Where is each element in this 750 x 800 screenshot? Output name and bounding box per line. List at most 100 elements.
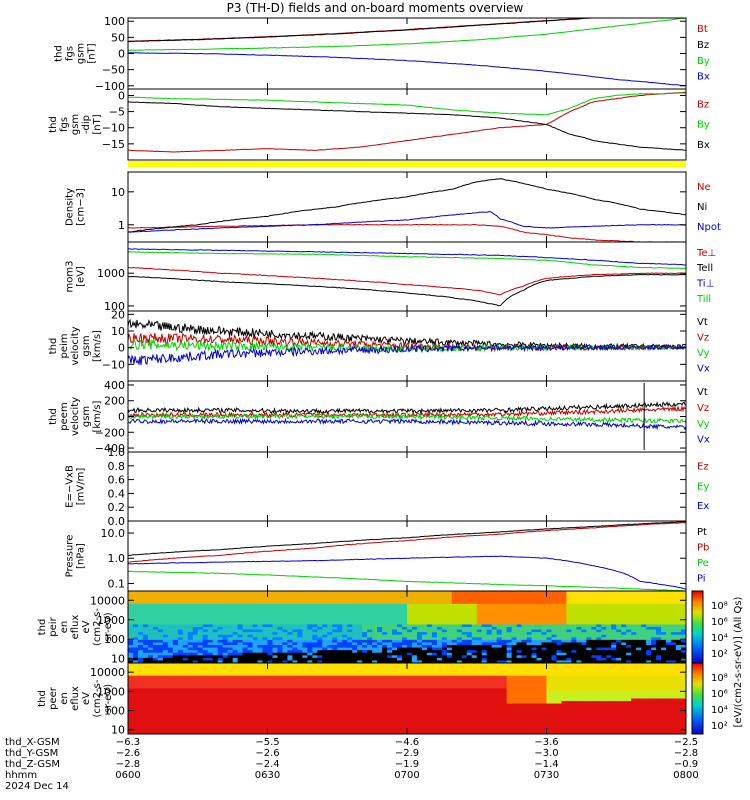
y-tick-label: −200	[95, 426, 125, 439]
legend-ey: Ey	[697, 481, 709, 492]
legend-pe: Pe	[697, 558, 709, 569]
series-pe-line	[128, 570, 686, 591]
y-tick-label: 400	[104, 379, 125, 392]
colorbar-tick-label: 10²	[711, 649, 728, 660]
y-tick-label: 1000	[97, 614, 125, 627]
series-npot-line	[128, 211, 686, 233]
y-tick-label: 0.1	[108, 577, 126, 590]
legend-ex: Ex	[697, 501, 709, 512]
y-tick-label: −5	[109, 106, 125, 119]
footer-value: −0.9	[674, 759, 698, 770]
y-axis-label: peim	[59, 333, 70, 358]
colorbar-tick-label: 10⁴	[711, 705, 728, 716]
legend-by: By	[697, 120, 710, 131]
y-tick-label: 1000	[97, 685, 125, 698]
legend-vt: Vt	[697, 317, 708, 328]
colorbar: 10⁸ 10⁶ 10⁴ 10² 10⁸ 10⁶ 10⁴ 10² [eV/(cm2-s-sr-eV…	[691, 590, 744, 735]
panel-8: 10.0 1.0 0.1 Pressure [nPa] Pt Pb Pe Pi	[65, 520, 709, 592]
colorbar-tick-label: 10⁸	[711, 673, 728, 684]
panel-10: 10000 1000 100 10 thd peer en eflux eV (cm2-s-sr-…	[37, 662, 687, 737]
footer-value: −2.6	[116, 748, 140, 759]
legend-bz: Bz	[697, 40, 709, 51]
y-tick-label: −50	[102, 64, 125, 77]
y-tick-label: 0.4	[108, 487, 126, 500]
series-vy-line	[128, 412, 686, 424]
y-tick-label: 0	[118, 342, 125, 355]
y-axis-label: velocity	[70, 326, 81, 365]
colorbar-tick-label: 10²	[711, 721, 728, 732]
y-axis-label: [nT]	[87, 43, 98, 63]
legend-pi: Pi	[697, 574, 706, 585]
footer-value: 0730	[534, 770, 559, 781]
y-tick-label: 100	[104, 633, 125, 646]
y-tick-label: 100	[104, 705, 125, 718]
y-tick-label: 0	[118, 48, 125, 61]
y-axis-label: en	[59, 621, 70, 634]
y-axis-label: E=−VxB	[65, 465, 76, 508]
chart-title: P3 (TH-D) fields and on-board moments ov…	[226, 1, 524, 15]
legend-te: Te⊥	[696, 248, 716, 259]
y-axis-label: gsm	[81, 406, 92, 427]
y-axis-label: [cm−3]	[76, 188, 87, 226]
y-tick-label: 0.0	[108, 515, 126, 528]
series-te-line	[128, 266, 686, 296]
legend-tell: Tell	[696, 263, 713, 274]
legend-ni: Ni	[697, 202, 707, 213]
y-tick-label: 0	[118, 89, 125, 102]
footer-value: −5.5	[255, 737, 279, 748]
footer-row-label: hhmm	[5, 770, 37, 781]
legend-bx: Bx	[697, 72, 710, 83]
y-tick-label: 100	[104, 15, 125, 28]
y-tick-label: 0.2	[108, 501, 126, 514]
y-axis-label: (cm2-s-	[92, 679, 103, 717]
legend-vt: Vt	[697, 387, 708, 398]
y-tick-label: 10	[111, 653, 125, 666]
y-axis-label: Pressure	[65, 535, 76, 578]
y-axis-label: peem	[59, 402, 70, 430]
legend-bx: Bx	[697, 140, 710, 151]
footer-value: −2.4	[255, 759, 279, 770]
series-vx-line	[128, 343, 686, 366]
y-axis-label: gsm	[81, 335, 92, 356]
panel-3: 10 1 Density [cm−3] Ne Ni Npot	[65, 171, 721, 243]
footer-row-label: thd_X-GSM	[5, 737, 60, 748]
y-axis-label: fgs	[59, 117, 70, 132]
legend-ti: Ti⊥	[696, 278, 714, 289]
footer-value: −2.5	[674, 737, 698, 748]
footer-value: −3.6	[534, 737, 558, 748]
legend-ez: Ez	[697, 462, 709, 473]
y-axis-label: (cm2-s-	[92, 608, 103, 646]
legend-by: By	[697, 56, 710, 67]
series-tell-line	[128, 273, 686, 307]
footer-row-label: thd_Y-GSM	[5, 748, 58, 759]
y-axis-label: mom3	[65, 261, 76, 293]
footer-value: −3.0	[534, 748, 558, 759]
colorbar-label: [eV/(cm2-s-sr-eV)] (All Qs)	[733, 596, 744, 727]
legend-pt: Pt	[697, 527, 707, 538]
legend-vy: Vy	[697, 348, 710, 359]
y-tick-label: 50	[111, 31, 125, 44]
series-vt-line	[128, 401, 686, 415]
panel-4: 1000 100 mom3 [eV] Te⊥ Tell Ti⊥ Till	[65, 241, 716, 313]
heatmap-cells	[128, 663, 687, 735]
footer-date: 2024 Dec 14	[5, 781, 69, 792]
legend-vx: Vx	[697, 364, 710, 375]
legend-pb: Pb	[697, 543, 709, 554]
y-axis-label: peir	[48, 616, 59, 636]
y-axis-label: eV	[81, 620, 92, 633]
panel-7: 1.00.80.60.40.20.0 E=−VxB [mV/m] Ez Ey Ex	[65, 446, 710, 528]
y-axis-label: thd	[48, 338, 59, 355]
y-axis-label: [mV/m]	[76, 468, 87, 506]
y-axis-label: eV	[81, 692, 92, 705]
colorbar-tick-label: 10⁴	[711, 633, 728, 644]
legend-vz: Vz	[697, 333, 709, 344]
series-pt-line	[128, 521, 686, 556]
footer-row-label: thd_Z-GSM	[5, 759, 60, 770]
colorbar-strip	[691, 662, 704, 735]
legend-npot: Npot	[697, 222, 721, 233]
legend-vz: Vz	[697, 403, 709, 414]
series-till-line	[128, 251, 686, 270]
footer-value: −4.6	[395, 737, 419, 748]
y-tick-label: −100	[95, 80, 125, 93]
